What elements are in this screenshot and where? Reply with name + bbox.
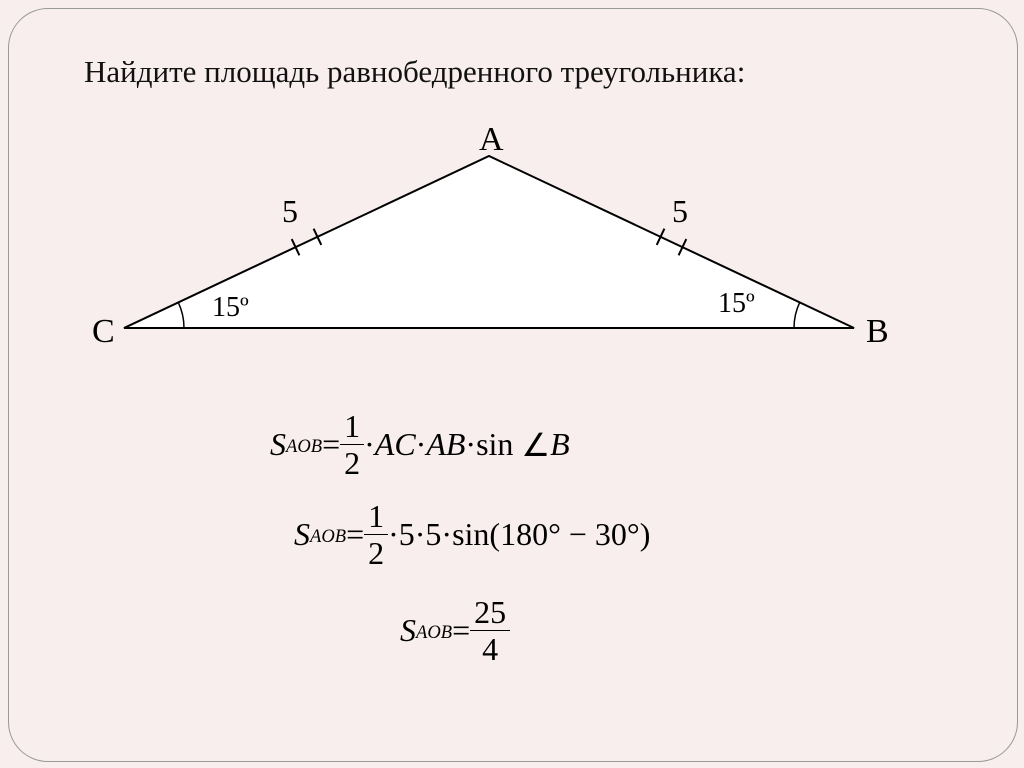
- formula-2: SAOB = 1 2 · 5 · 5 · sin (180° − 30°): [294, 500, 650, 569]
- f2-num: 1: [364, 500, 388, 532]
- svg-text:15º: 15º: [212, 292, 249, 323]
- f1-dot1: ·: [364, 426, 375, 463]
- f3-sub: AOB: [416, 622, 452, 644]
- f1-AB: AB: [426, 426, 465, 463]
- f1-den: 2: [340, 447, 364, 479]
- f2-sin: sin: [452, 516, 489, 553]
- f3-frac: 25 4: [470, 596, 510, 665]
- f2-sub: AOB: [310, 526, 346, 548]
- f2-frac: 1 2: [364, 500, 388, 569]
- problem-title: Найдите площадь равнобедренного треуголь…: [84, 54, 745, 90]
- f2-S: S: [294, 516, 310, 553]
- f1-dot2: ·: [416, 426, 427, 463]
- f1-AC: AC: [375, 426, 416, 463]
- f3-S: S: [400, 612, 416, 649]
- f2-five1: 5: [399, 516, 415, 553]
- f1-angle: ∠: [521, 426, 550, 464]
- svg-text:15º: 15º: [718, 288, 755, 319]
- f2-five2: 5: [425, 516, 441, 553]
- f3-den: 4: [478, 633, 502, 665]
- f2-dot1: ·: [388, 516, 399, 553]
- f3-eq: =: [452, 612, 470, 649]
- f3-num: 25: [470, 596, 510, 628]
- formula-1: SAOB = 1 2 · AC · AB · sin ∠ B: [270, 410, 570, 479]
- f2-den: 2: [364, 537, 388, 569]
- svg-text:A: A: [479, 128, 504, 158]
- triangle-figure: A B C 5 5 15º 15º: [84, 128, 894, 378]
- f1-B: B: [550, 426, 570, 463]
- f2-paren: (180° − 30°): [489, 516, 650, 553]
- f1-dot3: ·: [465, 426, 476, 463]
- slide-card: [8, 8, 1018, 762]
- f2-eq: =: [346, 516, 364, 553]
- f1-num: 1: [340, 410, 364, 442]
- f1-sub: AOB: [286, 436, 322, 458]
- f1-frac: 1 2: [340, 410, 364, 479]
- f1-S: S: [270, 426, 286, 463]
- svg-text:5: 5: [672, 193, 688, 229]
- f1-eq: =: [322, 426, 340, 463]
- svg-text:B: B: [866, 313, 889, 350]
- f1-sin: sin: [476, 426, 513, 463]
- svg-text:5: 5: [282, 193, 298, 229]
- formula-3: SAOB = 25 4: [400, 596, 510, 665]
- svg-text:C: C: [92, 313, 115, 350]
- f2-dot2: ·: [415, 516, 426, 553]
- f2-dot3: ·: [441, 516, 452, 553]
